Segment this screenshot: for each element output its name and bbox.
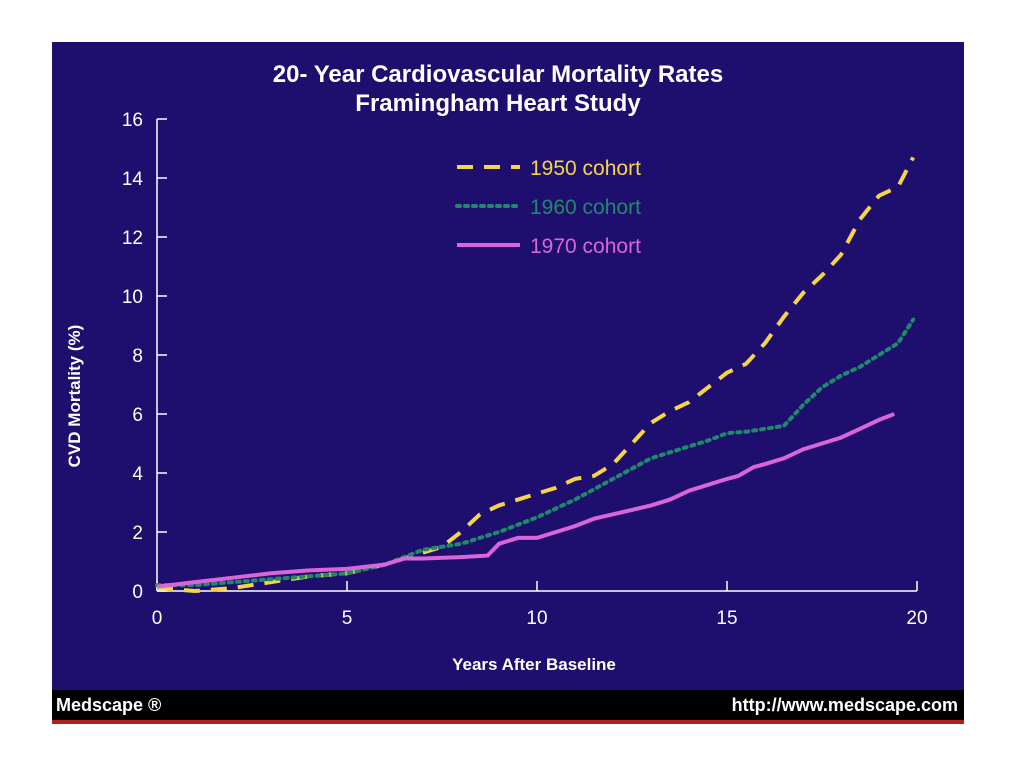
- series-line-1970-cohort: [156, 412, 895, 589]
- chart-slide: 20- Year Cardiovascular Mortality Rates …: [52, 42, 964, 690]
- y-tick-label: 2: [132, 523, 143, 544]
- y-tick-label: 10: [122, 287, 143, 308]
- legend-label: 1970 cohort: [530, 235, 641, 258]
- y-tick-label: 16: [122, 110, 143, 131]
- x-tick-label: 5: [342, 608, 353, 629]
- legend-label: 1960 cohort: [530, 196, 641, 219]
- line-chart: 20- Year Cardiovascular Mortality Rates …: [65, 61, 928, 674]
- series-lines: [155, 156, 916, 594]
- footer-brand: Medscape ®: [56, 695, 162, 715]
- chart-legend: 1950 cohort 1960 cohort 1970 cohort: [455, 157, 641, 258]
- x-tick-label: 15: [716, 608, 737, 629]
- x-tick-label: 0: [152, 608, 163, 629]
- series-line-1960-cohort: [155, 317, 916, 588]
- y-tick-label: 8: [132, 346, 143, 367]
- legend-label: 1950 cohort: [530, 157, 641, 180]
- y-tick-label: 0: [132, 582, 143, 603]
- y-axis-label: CVD Mortality (%): [65, 325, 84, 468]
- footer-bar: Medscape ® http://www.medscape.com: [52, 690, 964, 724]
- x-tick-label: 20: [906, 608, 927, 629]
- x-axis-label: Years After Baseline: [452, 655, 616, 674]
- chart-title: 20- Year Cardiovascular Mortality Rates: [273, 61, 723, 88]
- x-tick-label: 10: [526, 608, 547, 629]
- y-tick-label: 4: [132, 464, 143, 485]
- axes: 0 2 4 6 8 10 12 14 16 0 5 10 15 20: [122, 110, 928, 629]
- y-tick-label: 14: [122, 169, 144, 190]
- series-line-1950-cohort: [156, 156, 915, 594]
- footer-url: http://www.medscape.com: [731, 695, 958, 715]
- y-tick-label: 6: [132, 405, 143, 426]
- y-tick-label: 12: [122, 228, 143, 249]
- chart-subtitle: Framingham Heart Study: [355, 90, 641, 117]
